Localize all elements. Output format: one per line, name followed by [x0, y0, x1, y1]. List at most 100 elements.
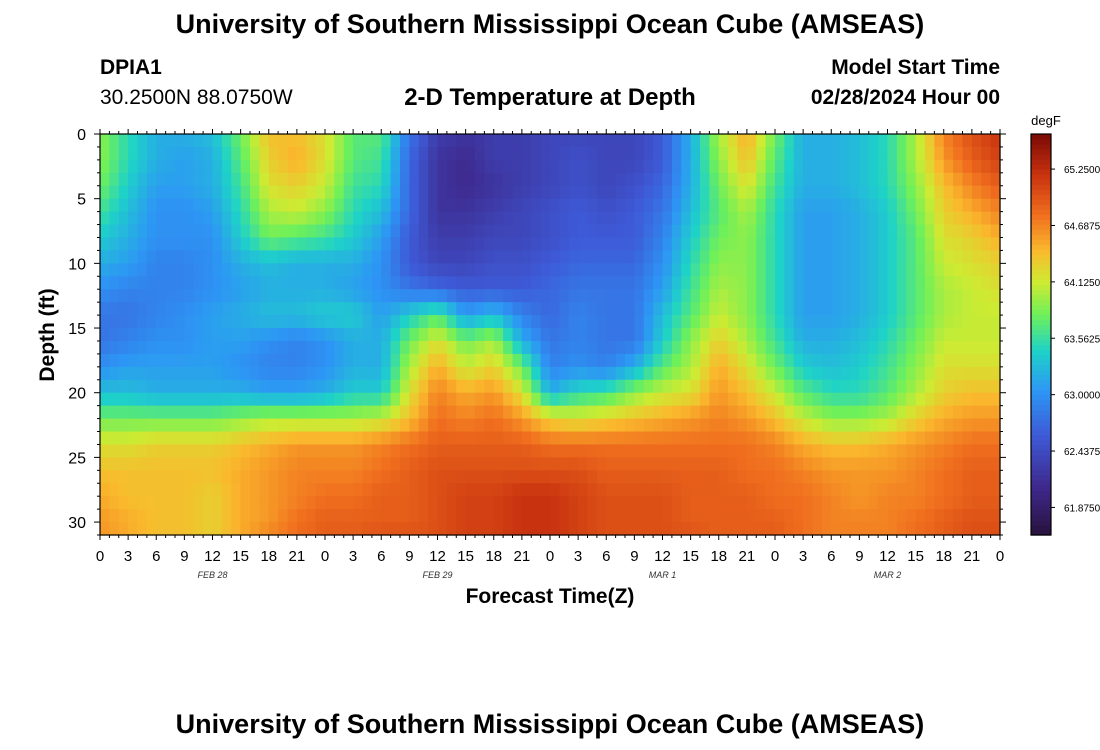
- heatmap-cell: [353, 134, 364, 148]
- heatmap-cell: [728, 392, 739, 407]
- heatmap-cell: [118, 431, 129, 446]
- heatmap-cell: [953, 353, 964, 368]
- heatmap-cell: [231, 522, 242, 536]
- heatmap-cell: [325, 315, 335, 329]
- heatmap-cell: [146, 263, 157, 277]
- heatmap-cell: [737, 483, 748, 497]
- heatmap-cell: [156, 405, 167, 420]
- heatmap-cell: [700, 444, 710, 458]
- heatmap-cell: [193, 379, 204, 394]
- heatmap-cell: [859, 509, 870, 523]
- colorbar-segment: [1031, 279, 1051, 285]
- heatmap-cell: [578, 392, 589, 407]
- colorbar-segment: [1031, 169, 1051, 175]
- heatmap-cell: [146, 315, 157, 329]
- heatmap-cell: [428, 172, 439, 187]
- heatmap-cell: [437, 185, 448, 200]
- heatmap-cell: [400, 496, 410, 510]
- heatmap-cell: [915, 340, 926, 355]
- heatmap-cell: [943, 276, 954, 290]
- heatmap-cell: [709, 198, 720, 213]
- heatmap-cell: [315, 315, 326, 329]
- heatmap-cell: [746, 483, 757, 497]
- heatmap-cell: [925, 224, 935, 239]
- heatmap-cell: [971, 198, 982, 213]
- heatmap-cell: [850, 146, 860, 161]
- heatmap-cell: [240, 250, 251, 264]
- heatmap-cell: [625, 444, 635, 458]
- heatmap-cell: [775, 431, 785, 446]
- heatmap-cell: [784, 159, 795, 174]
- heatmap-cell: [156, 483, 167, 497]
- heatmap-cell: [662, 328, 673, 342]
- heatmap-cell: [737, 211, 748, 226]
- heatmap-cell: [784, 496, 795, 510]
- heatmap-cell: [971, 496, 982, 510]
- x-tick-label: 3: [799, 548, 807, 565]
- heatmap-cell: [512, 159, 523, 174]
- heatmap-cell: [746, 289, 757, 303]
- heatmap-cell: [531, 328, 542, 342]
- heatmap-cell: [175, 134, 185, 148]
- heatmap-cell: [943, 483, 954, 497]
- heatmap-cell: [456, 302, 467, 316]
- heatmap-cell: [203, 509, 214, 523]
- heatmap-cell: [465, 379, 476, 394]
- heatmap-cell: [231, 276, 242, 290]
- heatmap-cell: [128, 431, 139, 446]
- heatmap-cell: [990, 418, 1001, 433]
- heatmap-cell: [334, 392, 345, 407]
- heatmap-cell: [165, 392, 176, 407]
- heatmap-cell: [231, 263, 242, 277]
- heatmap-cell: [100, 392, 110, 407]
- colorbar-segment: [1031, 389, 1051, 396]
- heatmap-cell: [484, 353, 495, 368]
- heatmap-cell: [109, 496, 120, 510]
- heatmap-cell: [559, 405, 570, 420]
- heatmap-cell: [156, 185, 167, 200]
- heatmap-cell: [662, 470, 673, 484]
- heatmap-cell: [934, 276, 945, 290]
- heatmap-cell: [343, 159, 354, 174]
- heatmap-cell: [803, 250, 814, 264]
- heatmap-cell: [775, 379, 785, 394]
- heatmap-cell: [521, 276, 532, 290]
- heatmap-cell: [165, 302, 176, 316]
- heatmap-cell: [212, 353, 223, 368]
- heatmap-cell: [268, 276, 279, 290]
- heatmap-cell: [278, 328, 289, 342]
- heatmap-cell: [859, 159, 870, 174]
- heatmap-cell: [793, 496, 804, 510]
- heatmap-cell: [268, 522, 279, 536]
- heatmap-cell: [578, 302, 589, 316]
- heatmap-cell: [484, 496, 495, 510]
- heatmap-cell: [390, 172, 401, 187]
- heatmap-cell: [653, 470, 664, 484]
- colorbar-segment: [1031, 349, 1051, 356]
- heatmap-cell: [418, 224, 429, 239]
- heatmap-cell: [175, 211, 185, 226]
- colorbar-tick-label: 62.4375: [1064, 447, 1100, 458]
- heatmap-cell: [756, 379, 767, 394]
- heatmap-cell: [118, 340, 129, 355]
- heatmap-cell: [456, 379, 467, 394]
- heatmap-cell: [193, 134, 204, 148]
- heatmap-cell: [465, 159, 476, 174]
- heatmap-cell: [203, 392, 214, 407]
- heatmap-cell: [540, 211, 551, 226]
- heatmap-cell: [268, 418, 279, 433]
- heatmap-cell: [409, 366, 420, 381]
- heatmap-cell: [925, 405, 935, 420]
- heatmap-cell: [446, 159, 457, 174]
- heatmap-cell: [653, 289, 664, 303]
- heatmap-cell: [915, 470, 926, 484]
- heatmap-cell: [756, 470, 767, 484]
- y-tick-label: 5: [77, 192, 86, 209]
- heatmap-cell: [821, 172, 832, 187]
- heatmap-cell: [812, 483, 823, 497]
- heatmap-cell: [953, 431, 964, 446]
- heatmap-cell: [756, 328, 767, 342]
- heatmap-cell: [128, 224, 139, 239]
- heatmap-cell: [915, 457, 926, 471]
- heatmap-cell: [240, 159, 251, 174]
